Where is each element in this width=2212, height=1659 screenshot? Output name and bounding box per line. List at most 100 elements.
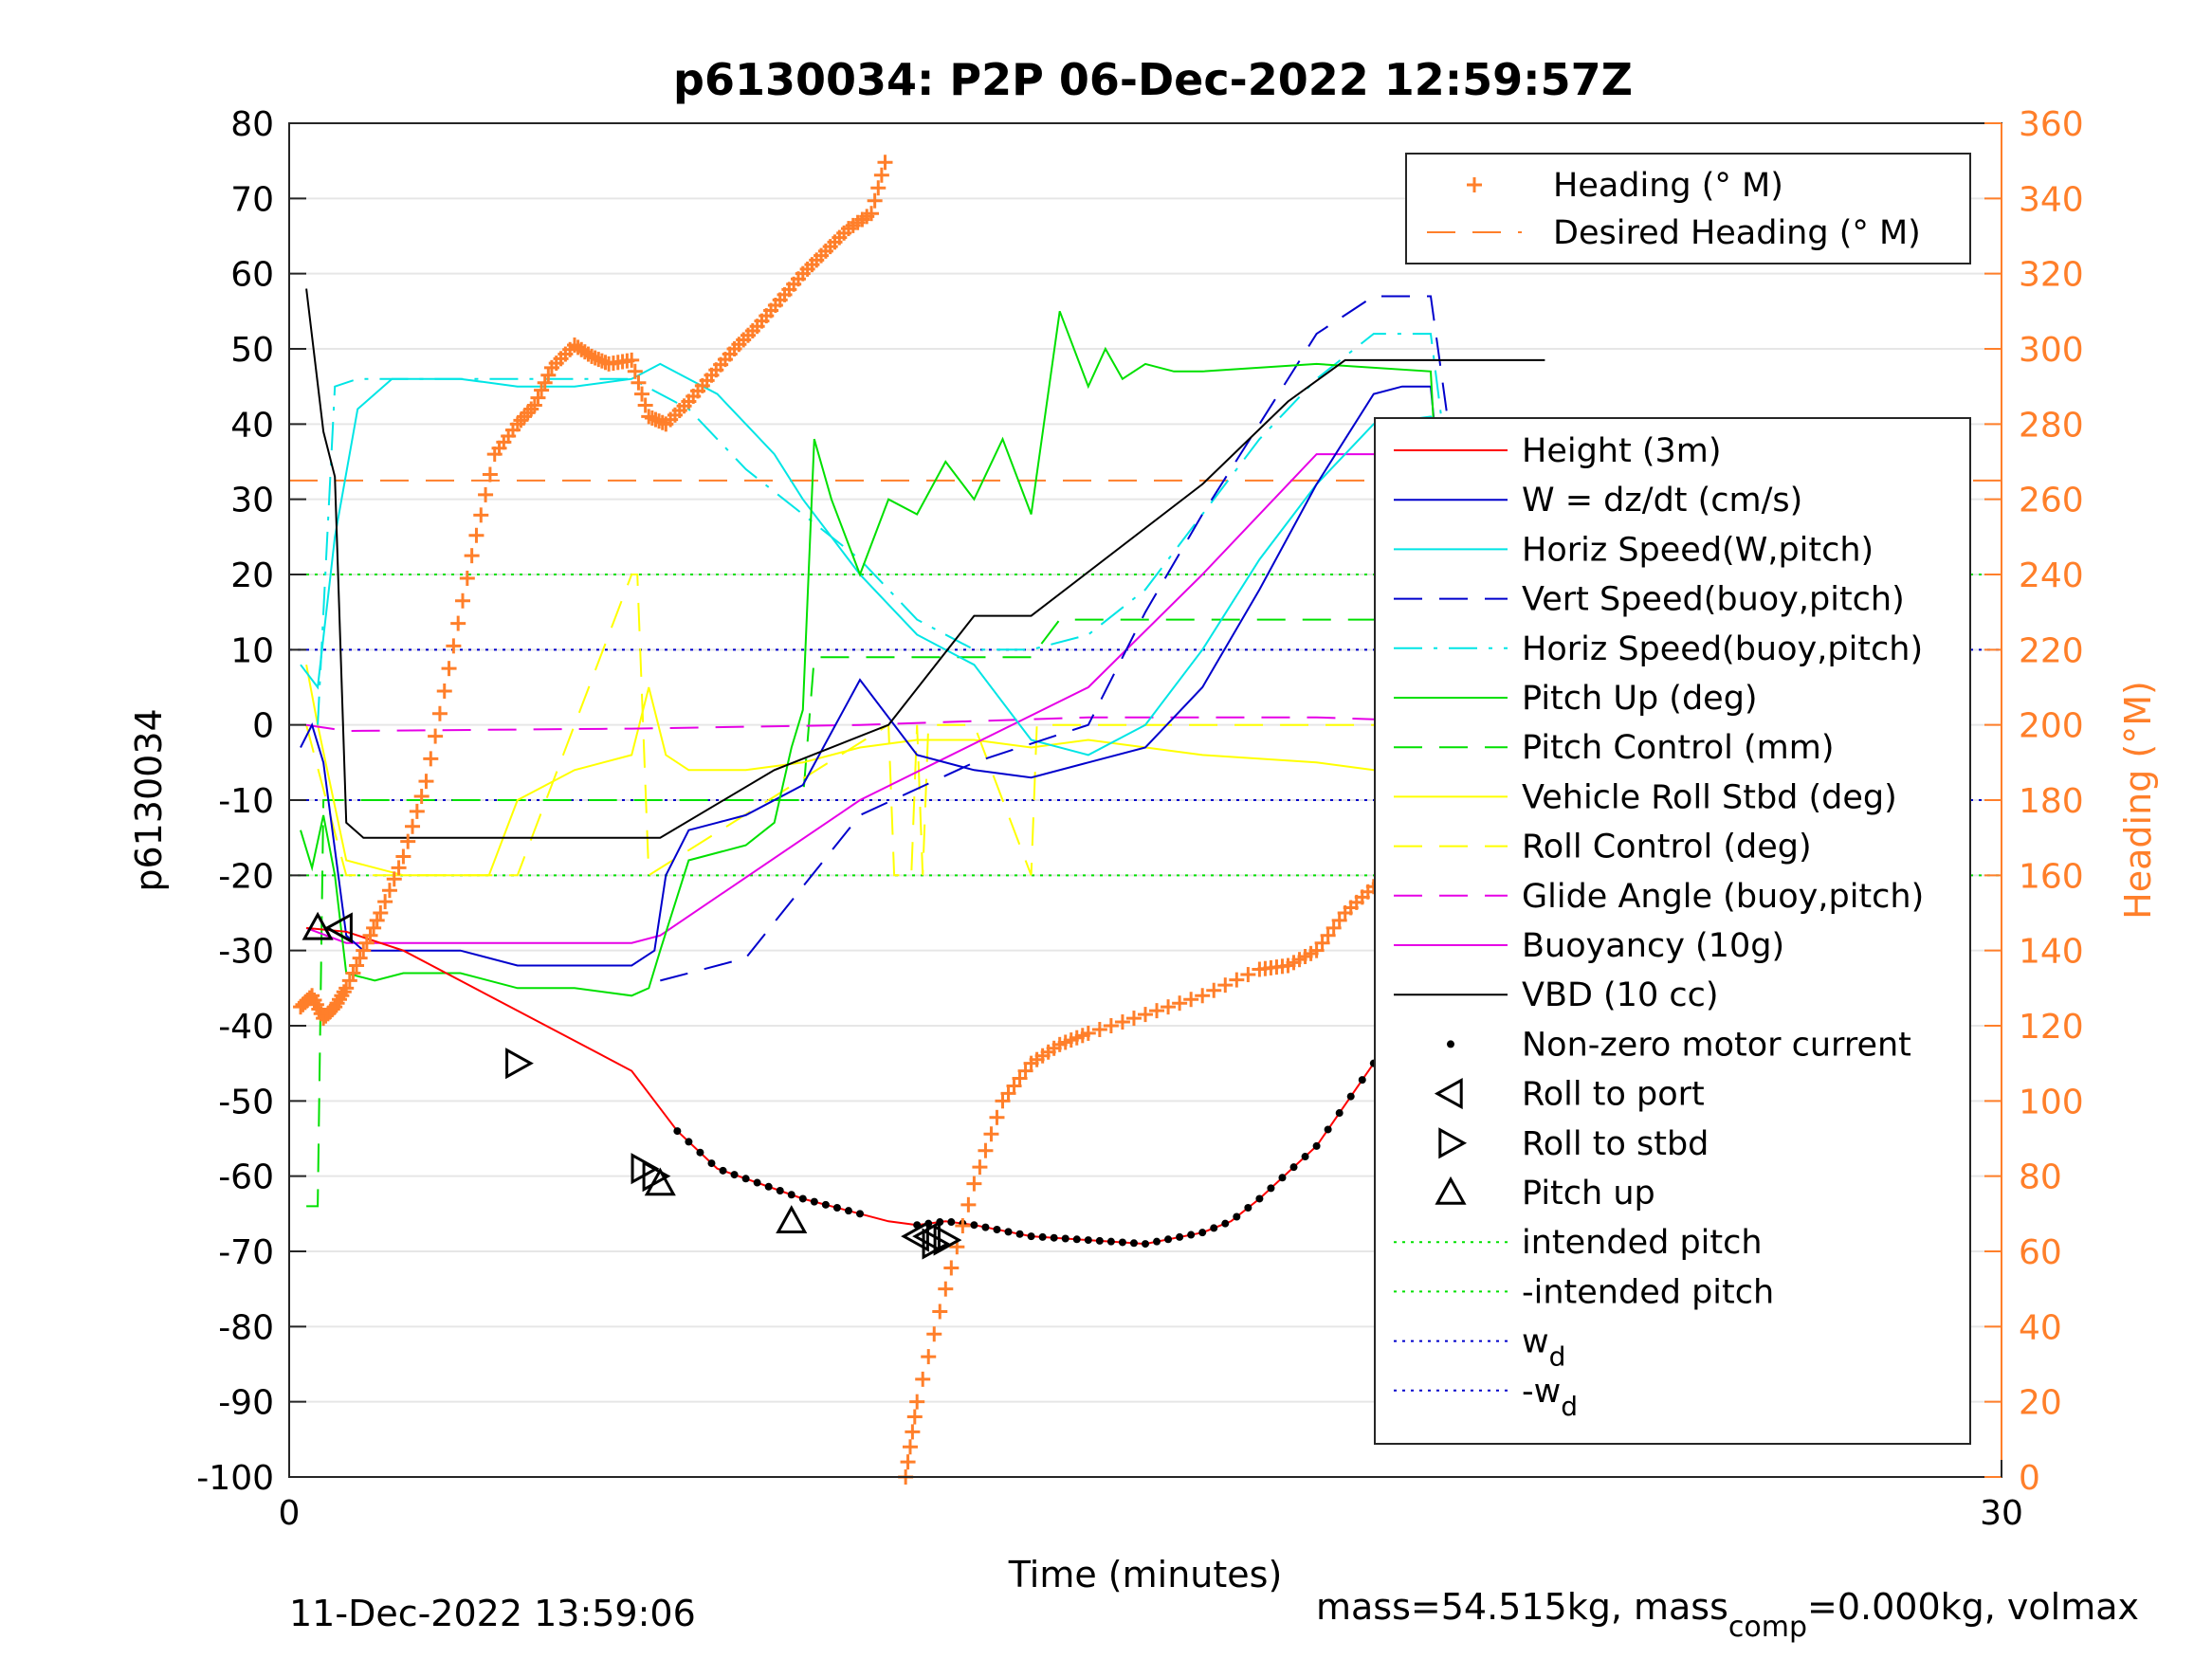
heading-point [377,894,393,910]
legend-top-box [1405,153,1971,264]
legend-label-text: Horiz Speed(buoy,pitch) [1522,630,1923,668]
motor-current-point [1301,1153,1309,1161]
y2-tick-label: 120 [2019,1008,2084,1047]
legend-label-text: Roll Control (deg) [1522,829,1812,866]
legend-label: Vehicle Roll Stbd (deg) [1522,778,1897,816]
motor-current-point [1129,1239,1138,1248]
heading-point [591,352,607,368]
legend-label-text: Heading (° M) [1553,167,1783,205]
legend-swatch [1435,1176,1467,1205]
heading-point [955,1218,971,1234]
y2-tick-label: 240 [2019,556,2084,595]
footer-timestamp: 11-Dec-2022 13:59:06 [289,1593,696,1634]
legend-label: Vert Speed(buoy,pitch) [1522,581,1905,619]
heading-point [651,413,667,429]
motor-current-point [1050,1233,1058,1242]
heading-point [358,935,375,951]
heading-point [431,705,448,721]
heading-point [338,980,355,996]
roll-stbd-marker [933,1224,962,1256]
motor-current-point [1142,1240,1149,1249]
heading-point [932,1304,948,1320]
motor-current-point [1255,1194,1264,1203]
heading-point [381,883,397,899]
motor-current-point [787,1191,795,1199]
motor-current-point [844,1207,852,1215]
y2-tick-label: 60 [2019,1233,2062,1272]
heading-point [540,367,557,383]
y2-tick-label: 180 [2019,782,2084,821]
heading-point [915,1371,931,1387]
legend-label-text: Desired Heading (° M) [1553,214,1921,252]
legend-label-text: -intended pitch [1522,1273,1774,1311]
legend-label-text: Pitch Control (mm) [1522,729,1834,767]
heading-point [386,871,402,887]
motor-current-point [1187,1231,1196,1239]
legend-label-text: Glide Angle (buoy,pitch) [1522,878,1924,916]
heading-point [373,905,389,921]
pitch-up-marker [302,911,334,940]
series-layer [289,155,2002,1485]
chart-title: p6130034: P2P 06-Dec-2022 12:59:57Z [673,54,1633,105]
heading-point [441,661,457,677]
legend-label-text: Roll to stbd [1522,1125,1709,1163]
y-tick-label: 0 [252,707,274,746]
motor-current-point [1038,1232,1047,1241]
heading-point [1125,1011,1142,1027]
heading-point [926,1326,942,1342]
y2-tick-label: 260 [2019,482,2084,520]
heading-point [1161,999,1177,1015]
heading-point [864,206,880,222]
y-tick-label: -50 [218,1083,274,1121]
footer-mass-text: mass=54.515kg, mass [1316,1586,1728,1628]
legend-label-text: Pitch up [1522,1175,1655,1212]
legend-label: Roll to stbd [1522,1125,1709,1163]
heading-point [867,192,883,209]
heading-point [352,950,368,966]
legend-label: Desired Heading (° M) [1553,214,1921,252]
legend-label-sub: d [1549,1341,1566,1373]
y2-tick-label: 280 [2019,406,2084,445]
x-axis-label: Time (minutes) [1008,1554,1283,1595]
legend-label-text: Roll to port [1522,1076,1705,1114]
legend-label: -wd [1522,1373,1578,1422]
heading-point [905,1424,921,1440]
legend-roll-port-marker [1434,1078,1463,1110]
legend-swatch [1447,1040,1454,1048]
legend-label-text: intended pitch [1522,1224,1763,1262]
heading-point [909,1394,925,1410]
heading-point [468,527,484,543]
heading-point [972,1159,988,1176]
legend-label-text: Height (3m) [1522,432,1722,470]
tick-layer: 80706050403020100-10-20-30-40-50-60-70-8… [196,105,2083,1533]
legend-label: Height (3m) [1522,432,1722,470]
heading-point [594,353,610,369]
motor-current-point [1335,1109,1344,1118]
heading-point [1114,1014,1130,1030]
footer-mass-sub: comp [1728,1611,1807,1644]
heading-point [423,751,439,767]
heading-point [1206,982,1222,998]
heading-point [1138,1007,1153,1023]
legend-main: Height (3m) W = dz/dt (cm/s) Horiz Speed(W… [1374,417,1971,1445]
motor-current-point [1289,1163,1298,1172]
heading-point [906,1409,923,1425]
roll-stbd-marker [642,1160,671,1193]
y2-tick-label: 160 [2019,857,2084,896]
legend-main-box [1374,417,1971,1445]
legend-pitch-up-marker [1435,1176,1467,1205]
legend-label: Pitch Up (deg) [1522,680,1758,718]
motor-current-point [696,1148,704,1157]
motor-current-point [1358,1076,1366,1085]
heading-point [436,683,452,699]
motor-current-point [1278,1174,1287,1182]
heading-point [513,412,529,428]
heading-point [349,957,365,974]
heading-point [464,548,480,564]
heading-point [624,352,640,368]
y2-tick-label: 20 [2019,1384,2062,1423]
heading-point [641,409,657,425]
motor-current-point [1244,1203,1252,1212]
heading-point [366,920,382,936]
